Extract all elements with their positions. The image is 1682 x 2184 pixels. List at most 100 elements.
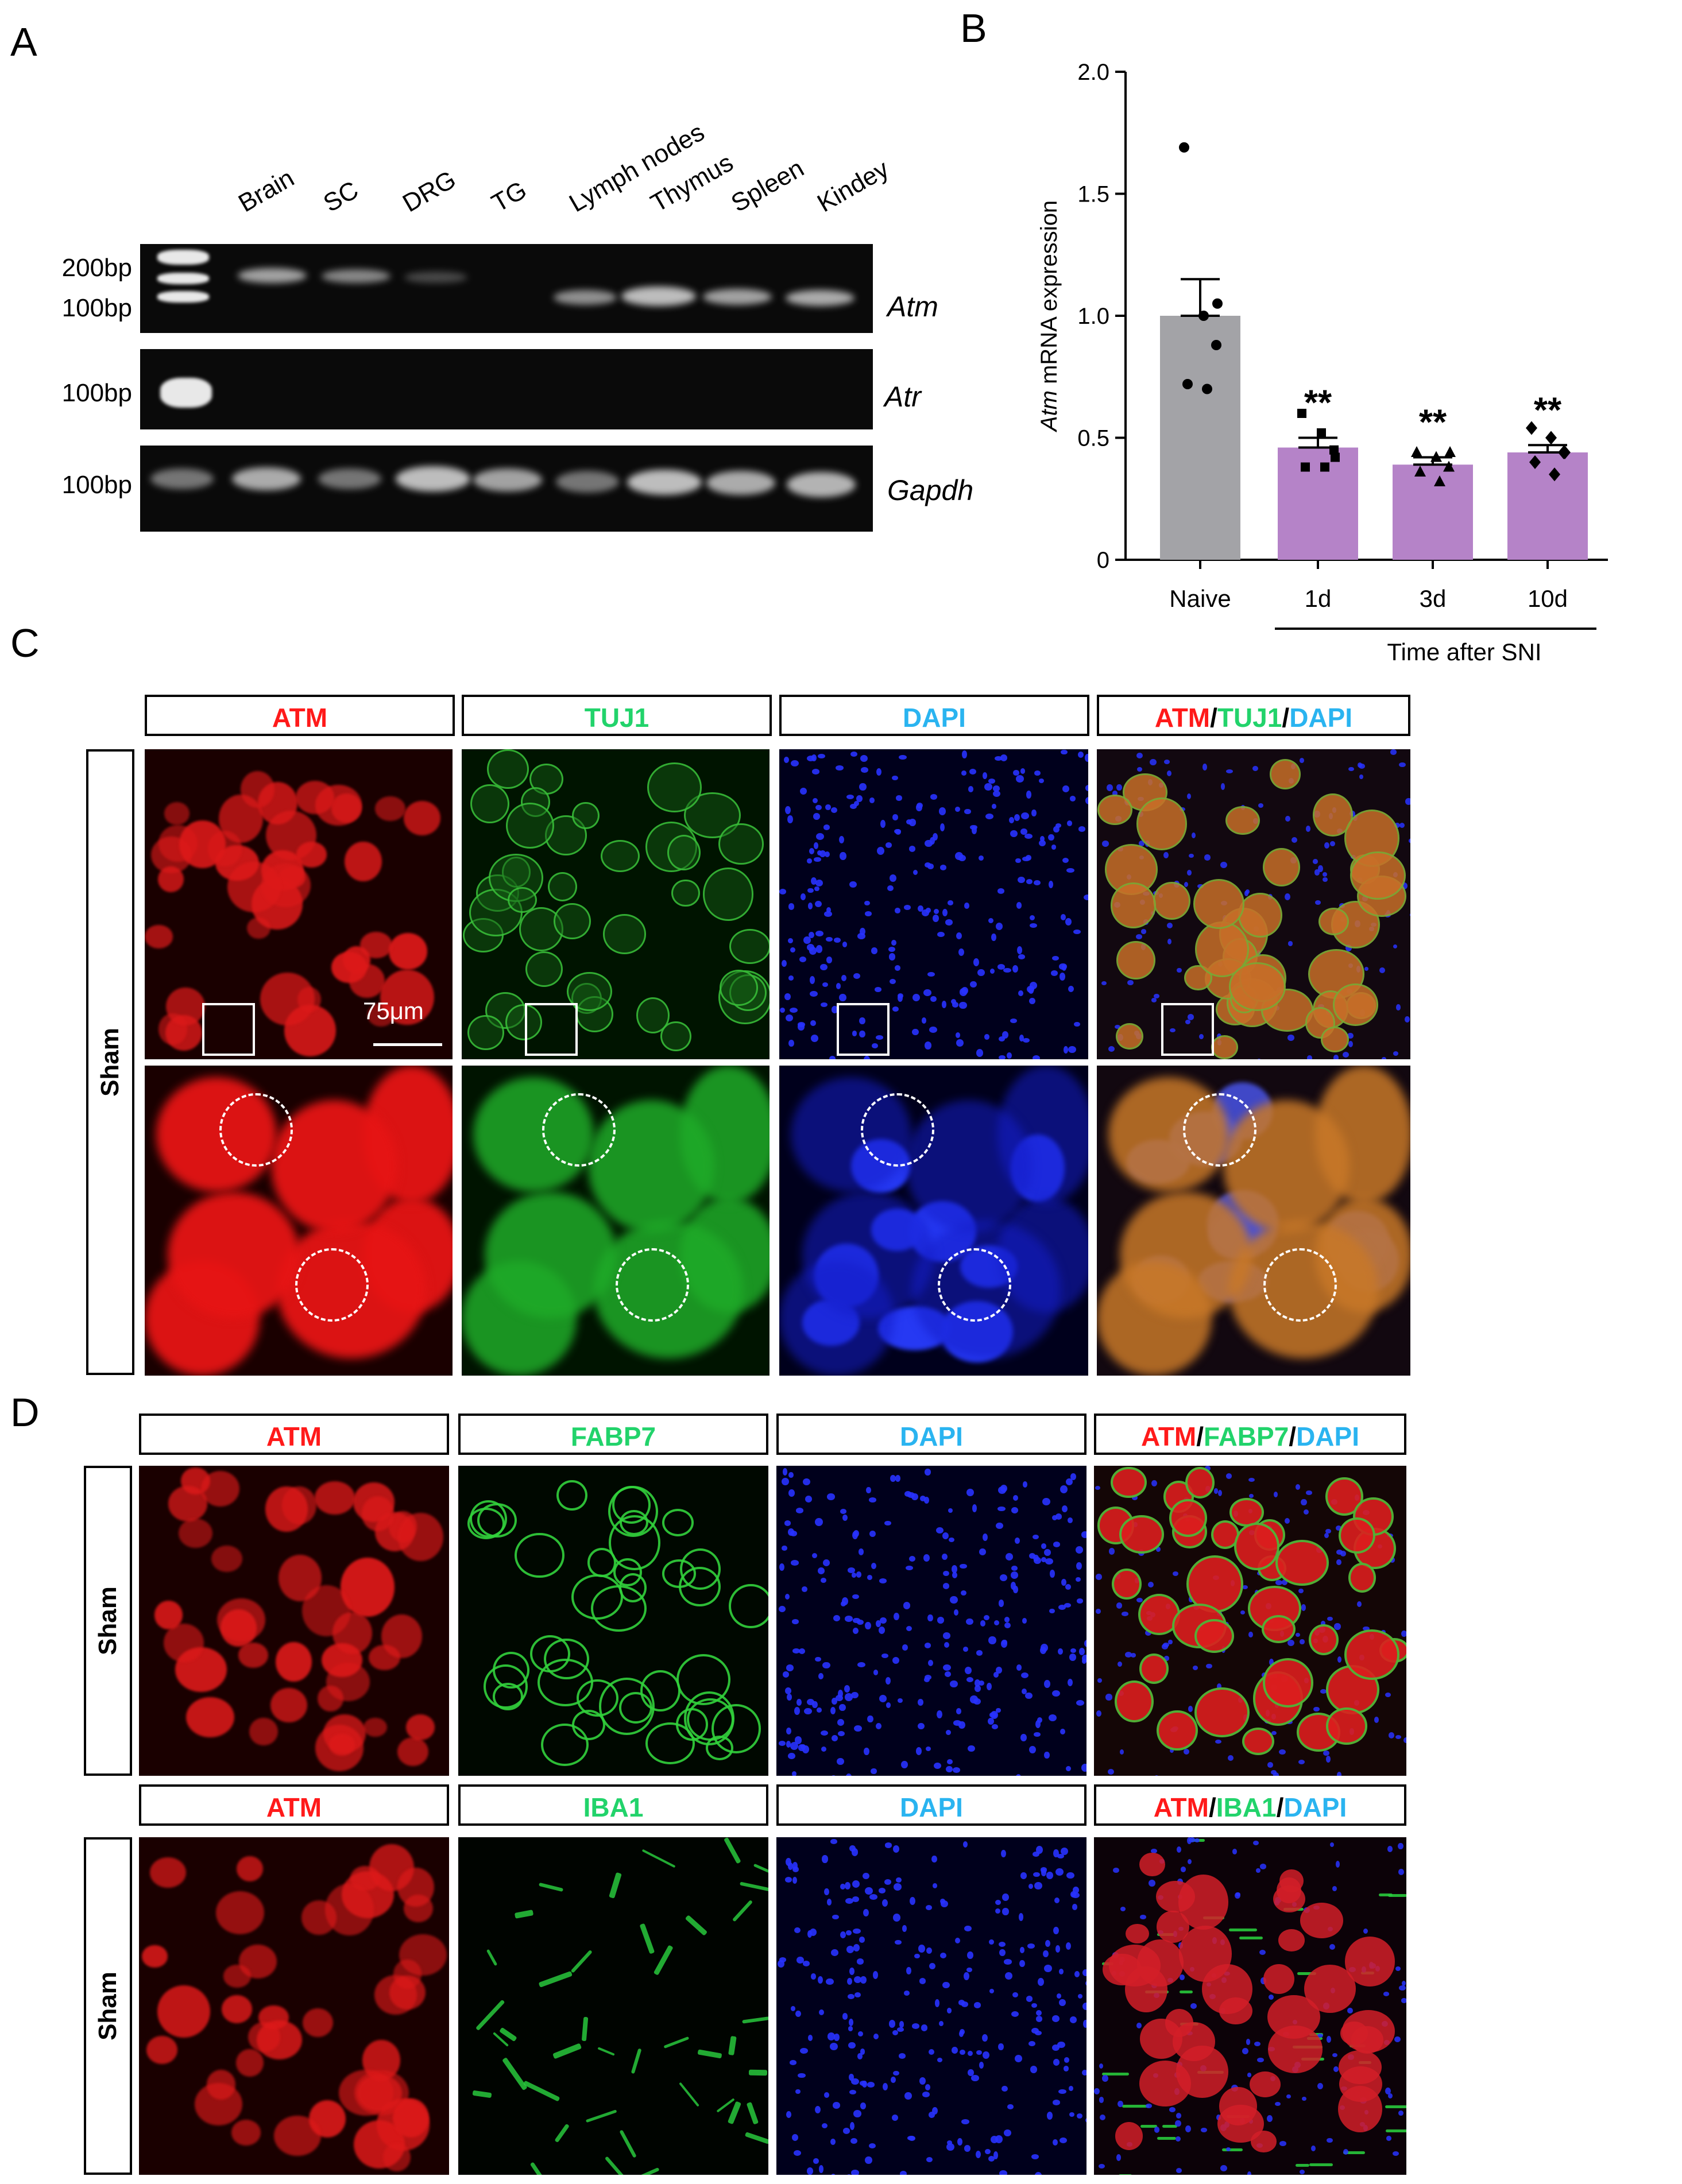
cell: [1131, 1495, 1138, 1501]
cell: [837, 1689, 843, 1698]
cell: [1055, 1945, 1061, 1953]
cell: [1228, 1755, 1234, 1761]
cell: [914, 1953, 920, 1958]
cell: [818, 1672, 824, 1680]
cell: [956, 932, 962, 939]
cell: [231, 2119, 261, 2146]
cell: [1374, 1717, 1379, 1724]
cell: [163, 1624, 204, 1663]
cell: [1318, 865, 1323, 872]
atm-image: 75μm: [145, 749, 453, 1059]
cell: [1285, 815, 1291, 822]
cell: [1041, 1543, 1047, 1550]
cell: [381, 1614, 423, 1659]
cell: [1070, 1473, 1077, 1480]
cell: [869, 1497, 876, 1503]
cell: [1062, 857, 1069, 863]
cell: [1279, 1749, 1286, 1755]
cell: [992, 1724, 999, 1729]
cell: [1082, 2002, 1086, 2011]
cell: [1085, 784, 1088, 791]
cell: [912, 994, 921, 1001]
cell: [798, 2073, 806, 2078]
cell: [718, 823, 764, 865]
cell: [875, 987, 881, 993]
cell: [815, 832, 824, 840]
cell: [1279, 2141, 1287, 2146]
cell: [331, 951, 367, 983]
cell: [472, 2090, 493, 2098]
x-tick-label: 3d: [1420, 585, 1447, 612]
cell: [1149, 1879, 1155, 1887]
cell: [1282, 1579, 1287, 1586]
data-point: [1444, 446, 1456, 457]
cell: [1273, 1772, 1279, 1776]
cell: [860, 2049, 865, 2055]
data-point: [1198, 311, 1209, 321]
cell: [1031, 809, 1037, 817]
cell: [792, 1618, 799, 1624]
cell: [1038, 839, 1046, 847]
cell: [852, 1031, 857, 1036]
cell: [991, 934, 996, 941]
cell: [932, 1883, 938, 1888]
cell: [791, 760, 799, 767]
cell: [164, 802, 190, 826]
cell: [792, 1648, 801, 1654]
cell: [158, 866, 184, 893]
cell: [1057, 2041, 1066, 2049]
cell: [810, 990, 818, 997]
cell: [1095, 1609, 1101, 1614]
cell: [967, 1951, 973, 1960]
cell: [869, 1894, 877, 1900]
cell: [933, 914, 939, 923]
side-label-sham: Sham: [86, 749, 134, 1375]
panel-label-c: C: [10, 621, 40, 665]
cell: [1115, 2121, 1143, 2150]
cell: [802, 1961, 810, 1967]
cell: [1051, 845, 1056, 850]
cell: [1041, 1556, 1046, 1562]
cell: [278, 1555, 322, 1602]
cell: [1193, 1665, 1198, 1670]
cell: [1285, 1518, 1290, 1524]
cell: [1015, 1538, 1020, 1544]
cell: [836, 1757, 845, 1765]
cell: [663, 2036, 690, 2049]
cell: [1018, 1913, 1024, 1922]
cell: [515, 1909, 534, 1919]
cell: [1204, 854, 1211, 861]
cell: [937, 1616, 945, 1624]
cell: [796, 1699, 802, 1706]
cell: [1333, 1054, 1339, 1059]
cell: [1394, 2036, 1401, 2043]
cell: [1061, 749, 1068, 755]
cell: [1387, 2093, 1393, 2099]
cell: [1065, 1584, 1072, 1590]
panel-label-d: D: [10, 1390, 40, 1435]
cell: [1004, 1959, 1012, 1965]
cell: [1048, 834, 1054, 841]
cell: [891, 2077, 896, 2084]
cell: [1011, 1582, 1016, 1590]
cell: [845, 1881, 851, 1890]
cell: [1284, 893, 1290, 900]
cell: [942, 1664, 951, 1671]
cell: [274, 2116, 321, 2156]
cell: [1347, 1032, 1354, 1039]
cell: [1275, 1579, 1282, 1585]
cell: [1271, 1769, 1277, 1775]
cell: [812, 1701, 818, 1709]
cell: [1256, 1868, 1260, 1873]
cell: [862, 1872, 869, 1879]
cell: [969, 768, 976, 775]
cell: [895, 907, 900, 913]
cell: [1327, 1617, 1333, 1621]
cell: [956, 1039, 964, 1047]
cell: [865, 1621, 871, 1630]
cell: [1347, 2007, 1353, 2014]
cell: [1053, 1926, 1059, 1934]
cell: [821, 1746, 826, 1752]
cell: [1026, 791, 1032, 799]
cell: [881, 1899, 888, 1907]
